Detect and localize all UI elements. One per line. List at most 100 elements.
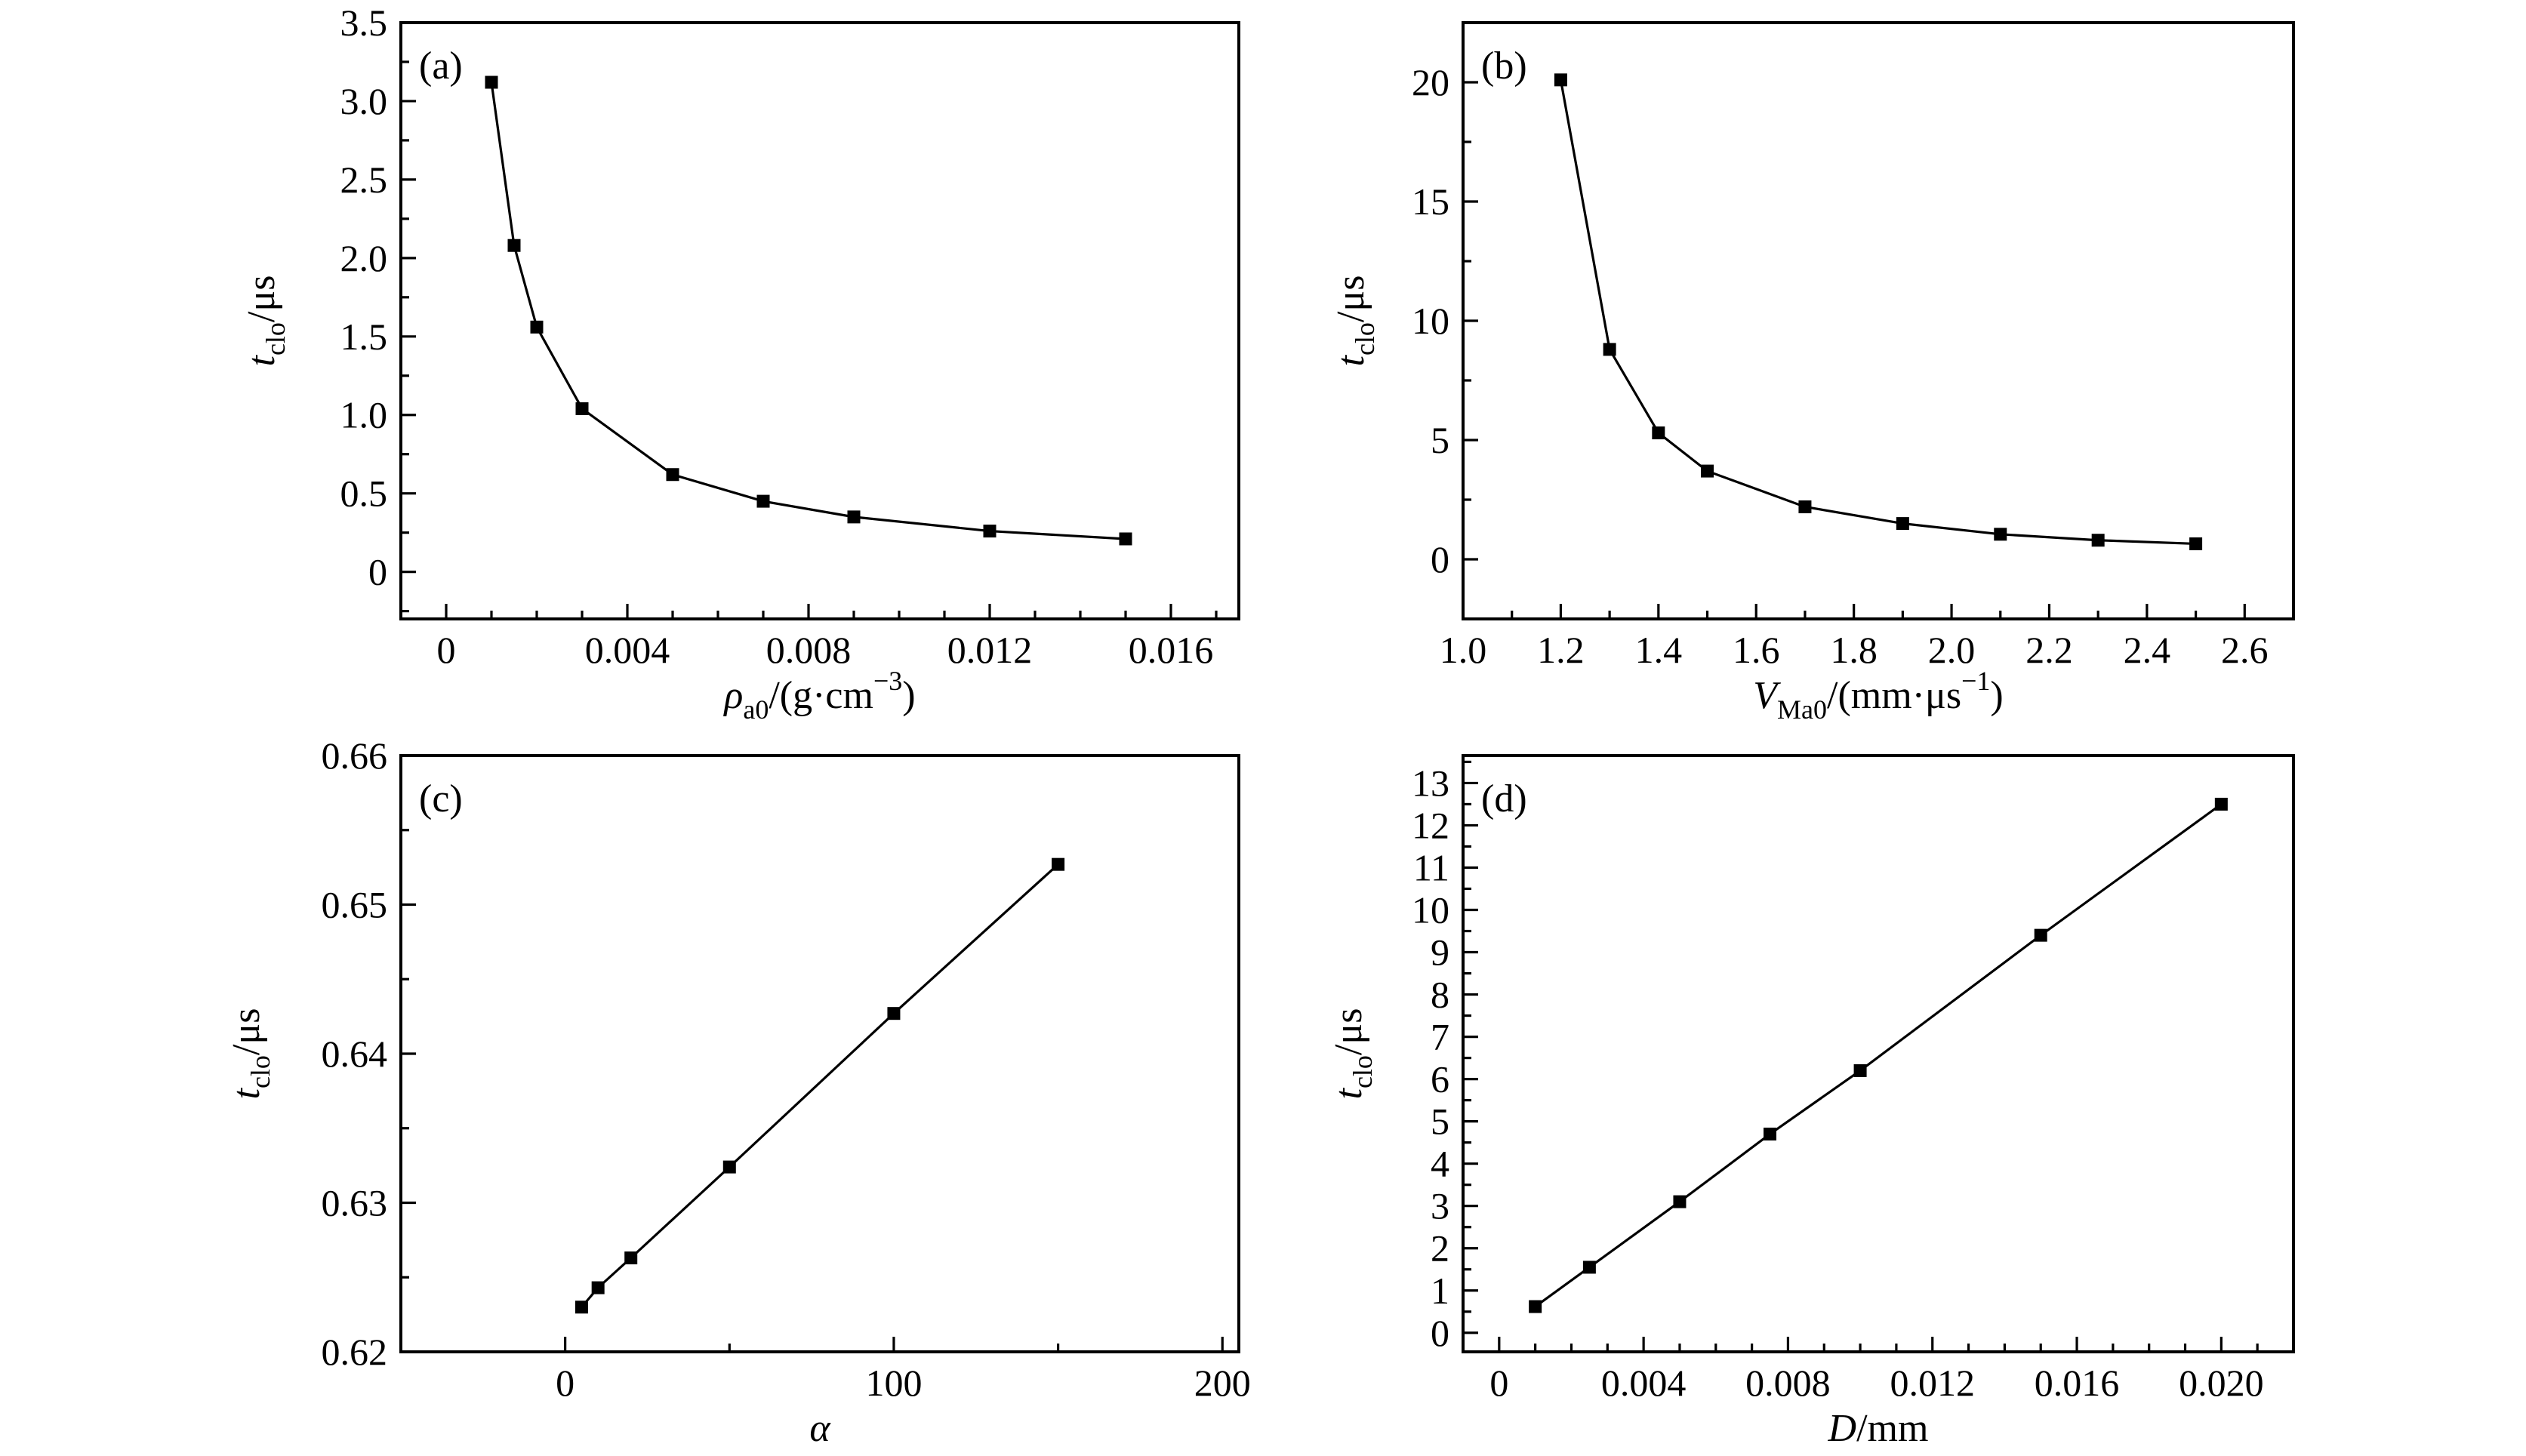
- data-point-marker: [530, 320, 544, 334]
- x-tick-label: 0: [437, 629, 456, 671]
- data-point-marker: [1701, 464, 1714, 478]
- y-axis-title: tclo/μs: [1327, 1008, 1378, 1100]
- y-tick-label: 0.62: [322, 1331, 388, 1373]
- y-tick-label: 20: [1412, 61, 1449, 103]
- panel-d-chart: 0 0.004 0.008 0.012 0.016 0.02001234567891011…: [1327, 754, 2295, 1450]
- data-point-marker: [1582, 1261, 1596, 1274]
- data-point-marker: [2189, 537, 2203, 550]
- data-point-marker: [1119, 532, 1132, 546]
- y-tick-label: 5: [1431, 1100, 1449, 1143]
- x-tick-label: 0: [1489, 1362, 1508, 1404]
- x-tick-label: 2.2: [2025, 629, 2073, 671]
- panel-a-chart: 0 0.004 0.008 0.012 0.016 0 0.5 1.0 1.5 2.0 2.5 3.0…: [240, 2, 1240, 725]
- y-tick-label: 0.5: [340, 473, 388, 515]
- y-tick-label: 3.5: [340, 2, 388, 44]
- x-tick-label: 2.6: [2221, 629, 2269, 671]
- panel-a: 0 0.004 0.008 0.012 0.016 0 0.5 1.0 1.5 2.0 2.5 3.0…: [0, 0, 1263, 728]
- y-tick-label: 0.65: [322, 884, 388, 926]
- x-tick-label: 0.012: [947, 629, 1033, 671]
- panel-d: 0 0.004 0.008 0.012 0.016 0.020 0 1 2 3 4 5 6 7 8 9 10 11…: [1263, 728, 2526, 1456]
- panel-letter: (a): [419, 45, 463, 88]
- y-tick-label: 15: [1412, 180, 1449, 223]
- y-tick-label: 13: [1412, 762, 1449, 804]
- x-tick-label: 1.4: [1635, 629, 1683, 671]
- data-line: [1559, 79, 2196, 546]
- y-tick-label: 3: [1431, 1185, 1449, 1227]
- data-line: [490, 82, 1126, 540]
- x-tick-label: 100: [865, 1362, 922, 1404]
- y-tick-label: 10: [1412, 300, 1449, 342]
- y-tick-label: 0.64: [322, 1033, 388, 1075]
- y-tick-label: 0: [1431, 538, 1449, 580]
- data-point-marker: [624, 1251, 638, 1265]
- data-point-marker: [2091, 534, 2105, 547]
- y-tick-label: 12: [1412, 804, 1449, 846]
- y-tick-label: 0.63: [322, 1182, 388, 1224]
- y-tick-label: 2.0: [340, 237, 388, 279]
- data-point-marker: [722, 1160, 736, 1174]
- data-point-marker: [575, 1301, 588, 1314]
- data-point-marker: [485, 75, 498, 89]
- y-tick-label: 2: [1431, 1227, 1449, 1270]
- x-tick-label: 0.016: [1129, 629, 1214, 671]
- data-point-marker: [1673, 1195, 1687, 1208]
- data-point-marker: [575, 402, 589, 415]
- x-tick-label: 200: [1194, 1362, 1251, 1404]
- x-axis-title: α: [809, 1407, 831, 1450]
- x-axis-title: ρa0/(g·cm−3): [722, 666, 915, 725]
- x-tick-label: 1.8: [1830, 629, 1878, 671]
- panel-c: 0 100 200 0.62 0.63 0.64 0.65 0.66 (c) α tclo/μs: [0, 728, 1263, 1456]
- y-tick-label: 7: [1431, 1016, 1449, 1058]
- x-tick-label: 0.004: [1601, 1362, 1687, 1404]
- y-tick-label: 9: [1431, 931, 1449, 974]
- x-tick-label: 0.008: [1745, 1362, 1831, 1404]
- x-tick-label: 0.008: [766, 629, 852, 671]
- data-point-marker: [1764, 1127, 1777, 1140]
- y-tick-label: 10: [1412, 889, 1449, 931]
- x-tick-label: 0.020: [2179, 1362, 2264, 1404]
- panel-c-chart: 0 100 200 0.62 0.63 0.64 0.65 0.66 (c) α tclo/μs: [225, 734, 1251, 1450]
- plot-frame: [1462, 21, 2295, 620]
- y-tick-label: 1: [1431, 1270, 1449, 1312]
- y-tick-label: 11: [1413, 846, 1449, 888]
- plot-frame: [399, 21, 1240, 620]
- data-point-marker: [1994, 528, 2007, 541]
- data-line: [581, 863, 1059, 1308]
- data-point-marker: [847, 510, 861, 524]
- x-tick-label: 2.0: [1928, 629, 1976, 671]
- x-tick-label: 0.012: [1890, 1362, 1975, 1404]
- data-point-marker: [1853, 1064, 1867, 1077]
- y-tick-label: 3.0: [340, 80, 388, 122]
- x-axis-title: VMa0/(mm·μs−1): [1753, 666, 2004, 725]
- data-point-marker: [1554, 73, 1567, 87]
- panel-b: 1.0 1.2 1.4 1.6 1.8 2.0 2.2 2.4 2.6 0 5 10 15 20 (b) VM…: [1263, 0, 2526, 728]
- data-point-marker: [983, 525, 997, 538]
- y-tick-label: 1.5: [340, 316, 388, 358]
- data-point-marker: [2214, 797, 2228, 811]
- x-tick-label: 2.4: [2124, 629, 2171, 671]
- x-tick-label: 1.6: [1733, 629, 1780, 671]
- data-point-marker: [1052, 857, 1065, 871]
- data-point-marker: [1652, 426, 1665, 440]
- y-tick-label: 4: [1431, 1143, 1449, 1185]
- y-tick-label: 0: [1431, 1312, 1449, 1354]
- x-tick-label: 1.0: [1440, 629, 1487, 671]
- panel-letter: (d): [1481, 777, 1527, 820]
- data-point-marker: [666, 468, 679, 482]
- data-point-marker: [887, 1007, 901, 1020]
- y-tick-label: 0: [368, 551, 387, 593]
- data-point-marker: [591, 1281, 605, 1294]
- data-point-marker: [1529, 1300, 1542, 1313]
- panel-letter: (b): [1481, 45, 1527, 88]
- y-tick-label: 8: [1431, 974, 1449, 1016]
- y-axis-title: tclo/μs: [225, 1008, 276, 1100]
- data-point-marker: [1603, 343, 1616, 356]
- data-point-marker: [756, 494, 770, 508]
- y-tick-label: 2.5: [340, 159, 388, 201]
- data-point-marker: [1896, 517, 1909, 531]
- x-tick-label: 0: [556, 1362, 575, 1404]
- x-tick-label: 0.004: [585, 629, 670, 671]
- x-tick-label: 0.016: [2035, 1362, 2120, 1404]
- plot-frame: [1462, 754, 2295, 1353]
